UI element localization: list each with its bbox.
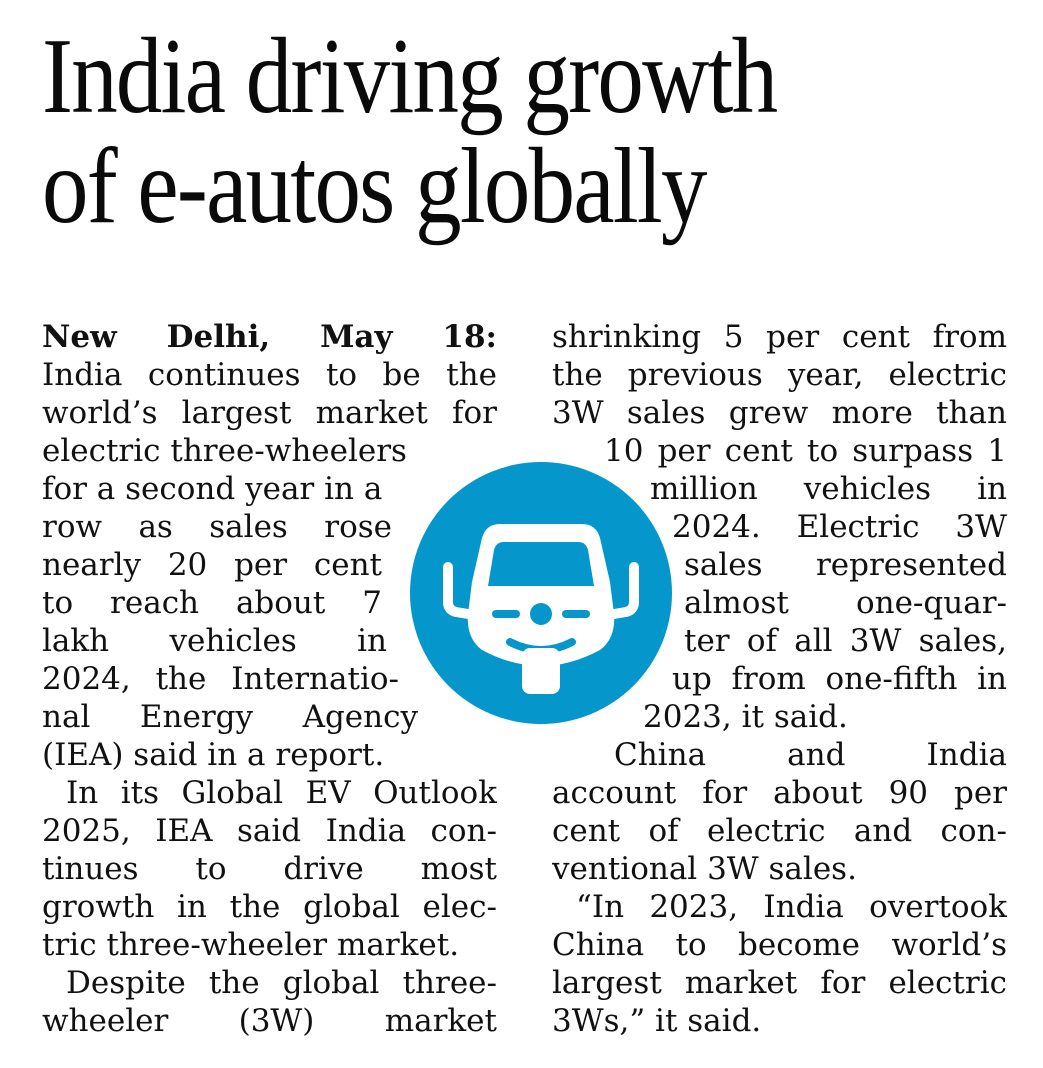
body-line: sales represented bbox=[684, 547, 1007, 583]
body-line: row as sales rose bbox=[42, 509, 392, 545]
body-line: 2025, IEA said India con- bbox=[42, 813, 497, 849]
body-line: ter of all 3W sales, bbox=[684, 623, 1007, 659]
body-line: tinues to drive most bbox=[42, 851, 497, 887]
body-line: 3W sales grew more than bbox=[552, 395, 1007, 431]
body-line: growth in the global elec- bbox=[42, 889, 497, 925]
body-line: China and India bbox=[614, 737, 1007, 773]
body-line: largest market for electric bbox=[552, 965, 1007, 1001]
body-line: nal Energy Agency bbox=[42, 699, 418, 735]
body-line: shrinking 5 per cent from bbox=[552, 319, 1007, 355]
body-line: up from one-fifth in bbox=[672, 661, 1007, 697]
dateline: New Delhi, May 18: bbox=[42, 319, 497, 355]
body-line: cent of electric and con- bbox=[552, 813, 1007, 849]
body-line: electric three-wheelers bbox=[42, 433, 407, 469]
body-line: wheeler (3W) market bbox=[42, 1003, 497, 1039]
body-line: for a second year in a bbox=[42, 471, 383, 507]
body-line: (IEA) said in a report. bbox=[42, 737, 385, 773]
body-line: ventional 3W sales. bbox=[552, 851, 857, 887]
body-line: 2024. Electric 3W bbox=[672, 509, 1007, 545]
body-line: Despite the global three- bbox=[66, 965, 497, 1001]
body-line: tric three-wheeler market. bbox=[42, 927, 460, 963]
body-line: China to become world’s bbox=[552, 927, 1007, 963]
body-line: 3Ws,” it said. bbox=[552, 1003, 762, 1039]
headline-line-2: of e-autos globally bbox=[42, 127, 707, 246]
body-line: lakh vehicles in bbox=[42, 623, 387, 659]
body-line: 10 per cent to surpass 1 bbox=[604, 433, 1007, 469]
body-line: world’s largest market for bbox=[42, 395, 497, 431]
body-line: to reach about 7 bbox=[42, 585, 382, 621]
body-line: almost one-quar- bbox=[684, 585, 1007, 621]
electric-three-wheeler-emblem bbox=[410, 462, 672, 724]
headline-line-1: India driving growth bbox=[42, 17, 778, 136]
body-line: “In 2023, India overtook bbox=[576, 889, 1007, 925]
electric-three-wheeler-icon bbox=[410, 462, 672, 724]
body-line: nearly 20 per cent bbox=[42, 547, 382, 583]
body-line: India continues to be the bbox=[42, 357, 497, 393]
body-line: In its Global EV Outlook bbox=[66, 775, 497, 811]
body-line: 2024, the Internatio- bbox=[42, 661, 399, 697]
body-line: account for about 90 per bbox=[552, 775, 1007, 811]
body-line: million vehicles in bbox=[650, 471, 1007, 507]
headline: India driving growth of e-autos globally bbox=[42, 22, 885, 242]
body-line: the previous year, electric bbox=[552, 357, 1007, 393]
body-line: 2023, it said. bbox=[643, 699, 848, 735]
